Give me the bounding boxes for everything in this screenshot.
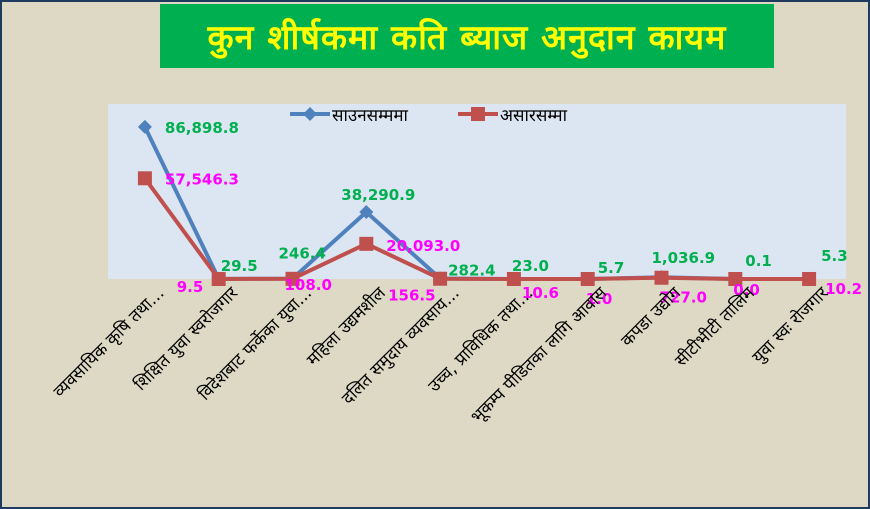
series-1-data-label: 282.4 bbox=[448, 262, 495, 280]
series-2-data-label: 0.0 bbox=[733, 281, 760, 299]
series-1-data-label: 5.7 bbox=[598, 259, 625, 277]
series-1-data-label: 0.1 bbox=[745, 252, 772, 270]
series-2-data-label: 108.0 bbox=[285, 276, 332, 294]
series-2-data-label: 10.6 bbox=[522, 284, 559, 302]
chart-legend: साउनसम्ममा असारसम्मा bbox=[290, 106, 568, 126]
series-1-data-label: 38,290.9 bbox=[341, 186, 415, 204]
legend-label: साउनसम्ममा bbox=[332, 106, 409, 126]
category-label: कपडा उद्योग bbox=[617, 282, 686, 351]
series-1-point bbox=[359, 204, 374, 219]
series-2-point bbox=[802, 271, 817, 286]
series-2-data-label: 10.2 bbox=[825, 280, 862, 298]
series-markers bbox=[137, 119, 817, 286]
series-1-data-label: 86,898.8 bbox=[165, 119, 239, 137]
legend-item-2: असारसम्मा bbox=[458, 106, 568, 126]
series-2-data-label: 57,546.3 bbox=[165, 170, 239, 188]
legend-marker bbox=[303, 107, 317, 121]
category-axis-labels: व्यवसायिक कृषि तथा...शिक्षित युवा स्वरोज… bbox=[49, 282, 833, 427]
series-1-data-label: 23.0 bbox=[512, 257, 549, 275]
series-2-point bbox=[285, 271, 300, 286]
series-lines bbox=[143, 126, 810, 281]
series-2-data-label: 727.0 bbox=[660, 289, 707, 307]
plot-area bbox=[108, 104, 846, 279]
series-2-point bbox=[580, 271, 595, 286]
legend-label: असारसम्मा bbox=[500, 106, 568, 126]
series-2-point bbox=[211, 271, 226, 286]
series-2-data-label: 156.5 bbox=[388, 287, 435, 305]
series-2-data-label: 20,093.0 bbox=[386, 237, 460, 255]
chart-title-box: कुन शीर्षकमा कति ब्याज अनुदान कायम bbox=[160, 4, 774, 68]
series-2-data-label: 1.0 bbox=[586, 290, 613, 308]
legend-marker bbox=[471, 107, 485, 121]
series-2-point bbox=[728, 272, 743, 286]
series-2-point bbox=[433, 271, 448, 286]
series-1-data-label: 1,036.9 bbox=[652, 249, 716, 267]
series-2-data-label: 9.5 bbox=[177, 278, 204, 296]
series-2-point bbox=[654, 270, 669, 285]
series-1-data-label: 29.5 bbox=[221, 257, 258, 275]
legend-item-1: साउनसम्ममा bbox=[290, 106, 409, 126]
series-1-data-label: 246.4 bbox=[279, 245, 326, 263]
series-line-2 bbox=[143, 177, 810, 281]
series-1-point bbox=[137, 119, 152, 134]
series-2-point bbox=[137, 171, 152, 186]
data-labels: 86,898.8 29.5 246.4 38,290.9 282.4 23.0 5.7 1,0… bbox=[165, 119, 862, 308]
series-1-data-label: 5.3 bbox=[821, 247, 848, 265]
category-label: युवा स्वः रोजगार bbox=[748, 282, 834, 368]
category-label: भूकम्प पीडितका लागि आवास bbox=[467, 282, 612, 427]
chart-title: कुन शीर्षकमा कति ब्याज अनुदान कायम bbox=[207, 18, 727, 58]
series-2-point bbox=[506, 271, 521, 286]
series-2-point bbox=[359, 236, 374, 251]
